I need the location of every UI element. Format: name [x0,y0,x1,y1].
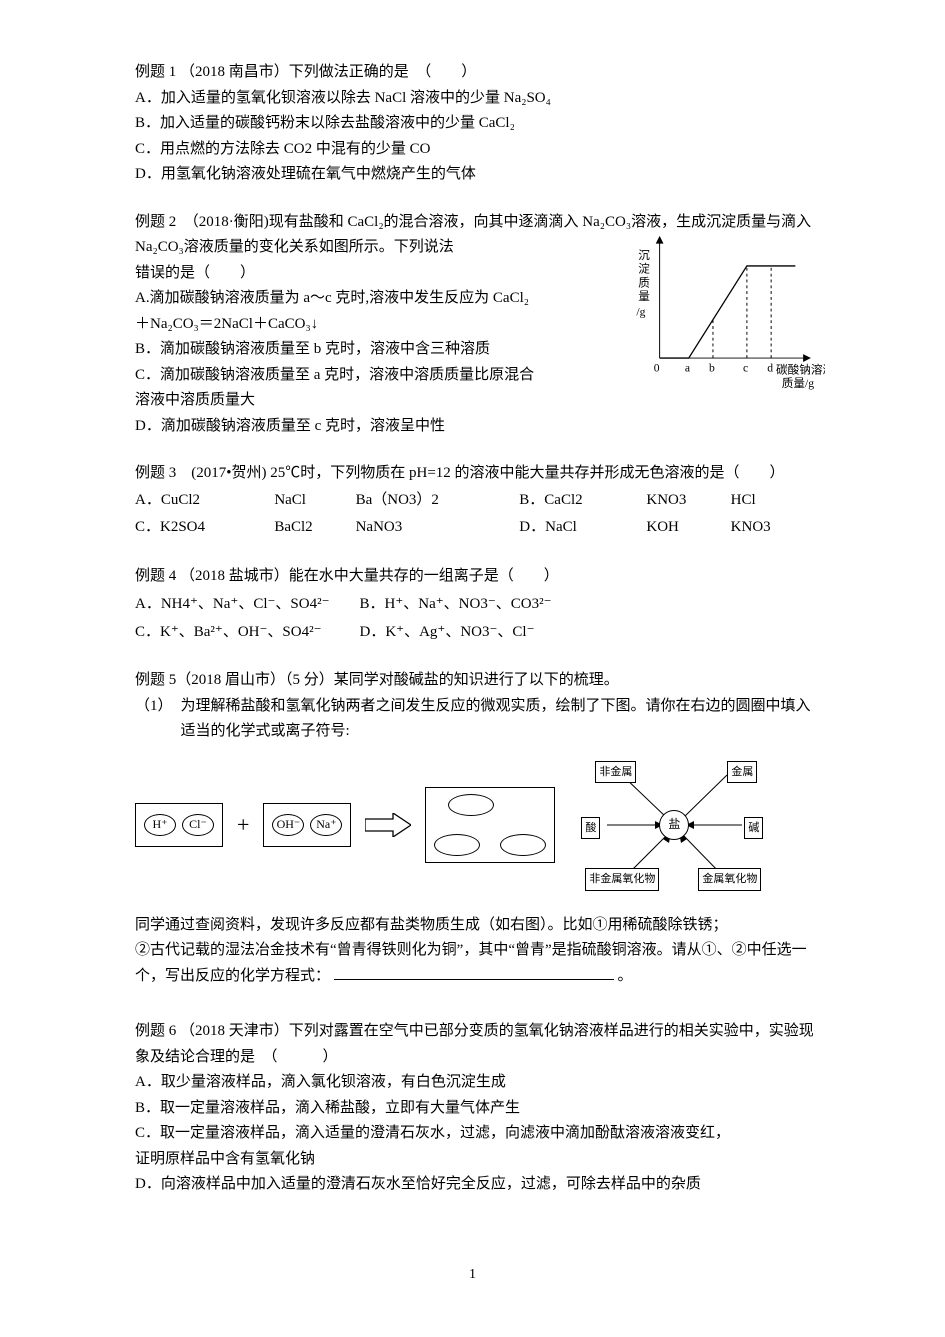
q3-c3: NaNO3 [356,514,520,542]
q5-ion-h: H⁺ [144,814,176,836]
q5-product-box [425,787,555,863]
q3-options-table: A．CuCl2 NaCl Ba（NO3）2 B．CaCl2 KNO3 HCl C… [135,487,815,542]
q3-b1: B．CaCl2 [519,487,646,515]
q3-c2: BaCl2 [274,514,355,542]
q2-opt-d: D．滴加碳酸钠溶液质量至 c 克时，溶液呈中性 [135,414,815,440]
q4-opt-d: D．K⁺、Ag⁺、NO3⁻、Cl⁻ [360,619,582,647]
q4-opt-c: C．K⁺、Ba²⁺、OH⁻、SO4²⁻ [135,619,360,647]
q4-options-table: A．NH4⁺、Na⁺、Cl⁻、SO4²⁻ B．H⁺、Na⁺、NO3⁻、CO3²⁻… [135,591,582,646]
q5-para2a: 同学通过查阅资料，发现许多反应都有盐类物质生成（如右图）。比如①用稀硫酸除铁锈； [135,913,815,939]
q3-a1: A．CuCl2 [135,487,274,515]
q2-yl3: 质 [638,276,650,289]
q6-stem: 例题 6 （2018 天津市）下列对露置在空气中已部分变质的氢氧化钠溶液样品进行… [135,1019,815,1070]
q5-p1-text: 为理解稀盐酸和氢氧化钠两者之间发生反应的微观实质，绘制了下图。请你在右边的圆圈中… [181,694,815,745]
q6-opt-a: A．取少量溶液样品，滴入氯化钡溶液，有白色沉淀生成 [135,1070,815,1096]
q6-opt-d: D．向溶液样品中加入适量的澄清石灰水至恰好完全反应，过滤，可除去样品中的杂质 [135,1172,815,1198]
q6-opt-c1: C．取一定量溶液样品，滴入适量的澄清石灰水，过滤，向滤液中滴加酚酞溶液溶液变红， [135,1121,815,1147]
question-2: 例题 2 （2018·衡阳)现有盐酸和 CaCl₂的混合溶液，向其中逐滴滴入 N… [135,210,815,440]
arrow-icon [365,813,411,837]
cm-tl: 非金属 [595,761,636,784]
q1-opt-b: B．加入适量的碳酸钙粉末以除去盐酸溶液中的少量 CaCl₂ [135,111,815,137]
q5-ion-cl: Cl⁻ [182,814,214,836]
q3-b3: HCl [731,487,815,515]
q2-yl4: 量 [638,289,650,302]
page-number: 1 [0,1263,945,1287]
cm-center: 盐 [659,810,689,840]
q1-opt-a: A．加入适量的氢氧化钡溶液以除去 NaCl 溶液中的少量 Na₂SO₄ [135,86,815,112]
q2-tick-0: 0 [654,361,660,374]
q2-opt-c2: 溶液中溶质质量大 [135,388,815,414]
q4-stem: 例题 4 （2018 盐城市）能在水中大量共存的一组离子是（ ） [135,564,815,590]
q2-yl2: 淀 [638,261,650,275]
q5-para2b: ②古代记载的湿法冶金技术有“曾青得铁则化为铜”，其中“曾青”是指硫酸铜溶液。请从… [135,938,815,989]
q1-opt-c: C．用点燃的方法除去 CO2 中混有的少量 CO [135,137,815,163]
q6-opt-c2: 证明原样品中含有氢氧化钠 [135,1147,815,1173]
q5-answer-blank[interactable] [334,965,614,980]
q6-opt-b: B．取一定量溶液样品，滴入稀盐酸，立即有大量气体产生 [135,1096,815,1122]
q3-a3: Ba（NO3）2 [356,487,520,515]
q5-stem: 例题 5（2018 眉山市）（5 分）某同学对酸碱盐的知识进行了以下的梳理。 [135,668,815,694]
q2-tick-a: a [685,361,690,374]
q3-a2: NaCl [274,487,355,515]
cm-br: 金属氧化物 [698,868,761,891]
q5-reaction-diagram: H⁺ Cl⁻ + OH⁻ Na⁺ [135,755,815,895]
q5-blank-oval-2 [434,834,480,856]
q5-reactant-2: OH⁻ Na⁺ [263,803,351,847]
q5-p1-num: （1） [135,694,181,745]
question-6: 例题 6 （2018 天津市）下列对露置在空气中已部分变质的氢氧化钠溶液样品进行… [135,1019,815,1198]
q2-tick-d: d [767,361,773,374]
q1-stem: 例题 1 （2018 南昌市）下列做法正确的是 （ ） [135,60,815,86]
q2-xl1: 碳酸钠溶液 [776,362,825,376]
q4-opt-b: B．H⁺、Na⁺、NO3⁻、CO3²⁻ [360,591,582,619]
cm-l: 酸 [581,817,600,840]
q5-blank-oval-1 [448,794,494,816]
q3-b2: KNO3 [646,487,730,515]
q2-tick-c: c [743,361,748,374]
q2-tick-b: b [709,361,715,374]
q5-period: 。 [618,968,633,984]
question-4: 例题 4 （2018 盐城市）能在水中大量共存的一组离子是（ ） A．NH4⁺、… [135,564,815,647]
cm-r: 碱 [744,817,763,840]
q4-opt-a: A．NH4⁺、Na⁺、Cl⁻、SO4²⁻ [135,591,360,619]
q5-ion-na: Na⁺ [310,814,342,836]
question-1: 例题 1 （2018 南昌市）下列做法正确的是 （ ） A．加入适量的氢氧化钡溶… [135,60,815,188]
plus-icon: + [237,806,249,843]
q2-xl2: 质量/g [782,377,814,390]
question-3: 例题 3 (2017•贺州) 25℃时，下列物质在 pH=12 的溶液中能大量共… [135,461,815,542]
q3-d2: KOH [646,514,730,542]
q5-concept-map: 盐 非金属 金属 酸 碱 非金属氧化物 金属氧化物 [577,755,767,895]
question-5: 例题 5（2018 眉山市）（5 分）某同学对酸碱盐的知识进行了以下的梳理。 （… [135,668,815,989]
cm-tr: 金属 [727,761,757,784]
q3-stem: 例题 3 (2017•贺州) 25℃时，下列物质在 pH=12 的溶液中能大量共… [135,461,815,487]
q2-yl5: /g [636,305,645,318]
cm-bl: 非金属氧化物 [585,868,659,891]
q2-chart: 0 a b c d 沉 淀 质 量 /g 碳酸钠溶液 质量/g [630,232,825,392]
q3-d1: D．NaCl [519,514,646,542]
q5-ion-oh: OH⁻ [272,814,304,836]
q2-yl1: 沉 [638,249,650,262]
q3-d3: KNO3 [731,514,815,542]
q3-c1: C．K2SO4 [135,514,274,542]
q1-opt-d: D．用氢氧化钠溶液处理硫在氧气中燃烧产生的气体 [135,162,815,188]
q5-blank-oval-3 [500,834,546,856]
q5-reactant-1: H⁺ Cl⁻ [135,803,223,847]
